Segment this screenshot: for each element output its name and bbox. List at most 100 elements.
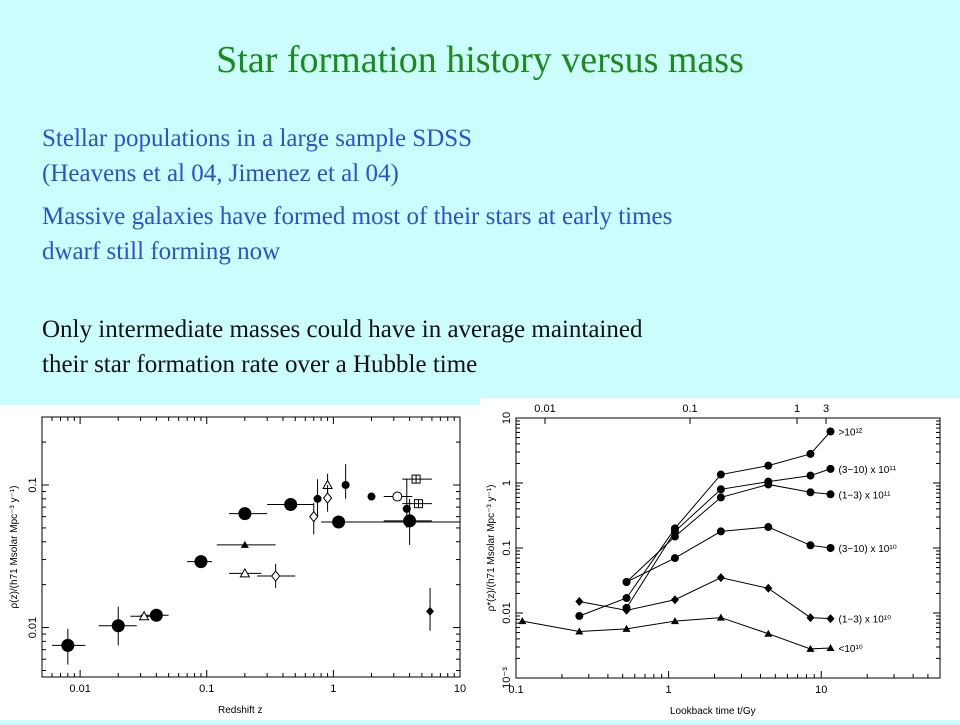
big-circle-point bbox=[194, 555, 208, 569]
big-circle-point bbox=[332, 515, 346, 529]
diamond-point bbox=[716, 573, 725, 583]
circle-point bbox=[806, 541, 815, 550]
left-y-axis-label: ρ(z)/(h71 Msolar Mpc⁻³ y⁻¹) bbox=[9, 486, 20, 609]
triangle-point bbox=[716, 613, 725, 621]
right-x-tick-label: 10 bbox=[815, 684, 827, 696]
circle-point bbox=[716, 470, 725, 479]
big-circle-point bbox=[111, 619, 125, 633]
left-plot-frame bbox=[41, 416, 461, 678]
series-line bbox=[579, 431, 831, 617]
small-circle-point bbox=[313, 494, 322, 503]
series-label: (1−3) x 10¹¹ bbox=[839, 490, 892, 501]
circle-point bbox=[806, 471, 815, 480]
circle-point bbox=[764, 523, 773, 532]
right-top-tick-label: 0.1 bbox=[682, 403, 697, 415]
left-x-tick-label: 0.1 bbox=[199, 683, 214, 695]
right-y-tick-label: 1 bbox=[501, 480, 513, 486]
small-circle-point bbox=[341, 481, 350, 490]
series-label: <10¹⁰ bbox=[839, 644, 863, 655]
circle-point bbox=[826, 464, 835, 473]
diamond-point bbox=[806, 613, 815, 623]
open-triangle-point bbox=[138, 610, 150, 621]
lookback-sfr-chart: 0.1 1 10 0.01 0.1 1 3 10 1 0.1 0.01 10⁻³ Lookback ti… bbox=[486, 403, 941, 717]
circle-point bbox=[826, 427, 835, 436]
triangle-point bbox=[518, 617, 527, 625]
series-label: (3−10) x 10¹¹ bbox=[839, 465, 897, 476]
triangle-point bbox=[806, 644, 815, 652]
big-circle-point bbox=[61, 638, 75, 652]
right-chart-panel: 0.1 1 10 0.01 0.1 1 3 10 1 0.1 0.01 10⁻³ Lookback ti… bbox=[480, 398, 960, 720]
right-y-tick-label: 0.01 bbox=[501, 602, 513, 623]
diamond-point bbox=[426, 606, 435, 616]
right-x-axis-label: Lookback time t/Gy bbox=[670, 706, 756, 717]
left-chart-panel: 0.01 0.1 1 10 0.01 0.1 Redshift z ρ(z)/(h71 Mso… bbox=[0, 405, 480, 720]
circle-point bbox=[670, 532, 679, 541]
open-diamond-point bbox=[322, 492, 333, 504]
circle-point bbox=[716, 485, 725, 494]
diamond-point bbox=[826, 614, 835, 624]
right-y-tick-label: 10⁻³ bbox=[501, 667, 513, 689]
left-y-tick-label: 0.1 bbox=[27, 477, 39, 492]
big-circle-point bbox=[238, 507, 252, 521]
circle-point bbox=[670, 554, 679, 563]
circle-point bbox=[764, 461, 773, 470]
text-line-6: their star formation rate over a Hubble … bbox=[42, 351, 478, 378]
slide-title: Star formation history versus mass bbox=[216, 39, 744, 81]
right-y-axis-label: ρ*(z)/(h71 Msolar Mpc⁻³ y⁻¹) bbox=[486, 485, 497, 612]
triangle-point bbox=[240, 540, 249, 548]
triangle-point bbox=[764, 629, 773, 637]
right-x-tick-label: 0.1 bbox=[508, 684, 523, 696]
left-x-axis-label: Redshift z bbox=[218, 705, 262, 716]
series-label: (1−3) x 10¹⁰ bbox=[839, 615, 892, 626]
diamond-point bbox=[622, 605, 631, 615]
redshift-sfr-chart: 0.01 0.1 1 10 0.01 0.1 Redshift z ρ(z)/(h71 Mso… bbox=[9, 416, 466, 716]
left-x-tick-label: 10 bbox=[454, 683, 466, 695]
series-line bbox=[626, 468, 831, 609]
right-top-tick-label: 3 bbox=[823, 403, 829, 415]
open-square-plus-point-cross bbox=[412, 475, 421, 484]
right-x-tick-label: 1 bbox=[666, 684, 672, 696]
text-line-3: Massive galaxies have formed most of the… bbox=[42, 203, 673, 230]
circle-point bbox=[764, 480, 773, 489]
open-circle-point bbox=[392, 491, 403, 502]
series-label: >10¹² bbox=[839, 427, 863, 438]
diamond-point bbox=[670, 595, 679, 605]
open-triangle-point bbox=[239, 567, 251, 578]
text-line-1: Stellar populations in a large sample SD… bbox=[42, 125, 473, 152]
small-circle-point bbox=[367, 492, 376, 501]
small-circle-point bbox=[402, 504, 411, 513]
right-top-tick-label: 0.01 bbox=[534, 403, 555, 415]
right-y-tick-label: 10 bbox=[501, 412, 513, 424]
left-y-tick-label: 0.01 bbox=[27, 617, 39, 638]
series-line bbox=[579, 577, 831, 620]
triangle-point bbox=[575, 627, 584, 635]
text-line-5: Only intermediate masses could have in a… bbox=[42, 316, 643, 343]
triangle-point bbox=[826, 643, 835, 651]
left-x-tick-label: 1 bbox=[330, 683, 336, 695]
triangle-point bbox=[622, 624, 631, 632]
big-circle-point bbox=[403, 514, 417, 528]
circle-point bbox=[716, 493, 725, 502]
circle-point bbox=[716, 527, 725, 536]
series-label: (3−10) x 10¹⁰ bbox=[839, 544, 897, 555]
open-diamond-point bbox=[309, 510, 319, 523]
right-y-tick-label: 0.1 bbox=[501, 540, 513, 555]
circle-point bbox=[622, 577, 631, 586]
big-circle-point bbox=[149, 608, 163, 622]
diamond-point bbox=[764, 583, 773, 593]
text-line-4: dwarf still forming now bbox=[42, 238, 281, 265]
open-square-plus-point-cross bbox=[414, 499, 423, 508]
right-top-tick-label: 1 bbox=[794, 403, 800, 415]
triangle-point bbox=[670, 617, 679, 625]
open-diamond-point bbox=[270, 570, 281, 582]
series-line bbox=[522, 617, 831, 650]
circle-point bbox=[575, 611, 584, 620]
circle-point bbox=[826, 544, 835, 552]
circle-point bbox=[806, 449, 815, 458]
circle-point bbox=[826, 490, 835, 499]
text-line-2: (Heavens et al 04, Jimenez et al 04) bbox=[42, 160, 399, 187]
left-x-tick-label: 0.01 bbox=[69, 683, 90, 695]
diamond-point bbox=[575, 597, 584, 607]
circle-point bbox=[622, 594, 631, 603]
big-circle-point bbox=[284, 497, 298, 511]
